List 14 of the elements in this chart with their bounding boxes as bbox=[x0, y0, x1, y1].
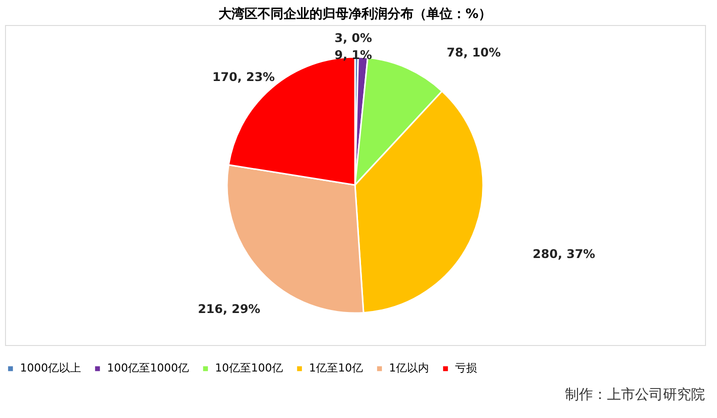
text: 制作：上市公司研究院 bbox=[565, 387, 705, 403]
data-label: 9, 1% bbox=[334, 48, 372, 62]
data-label: 3, 0% bbox=[334, 31, 372, 45]
data-label: 170, 23% bbox=[212, 70, 275, 84]
chart-title: 大湾区不同企业的归母净利润分布（单位：%） bbox=[218, 6, 492, 22]
legend-label: 1亿至10亿 bbox=[309, 362, 363, 375]
data-label: 280, 37% bbox=[532, 247, 596, 262]
legend-label: 100亿至1000亿 bbox=[107, 362, 189, 375]
data-label: 78, 10% bbox=[446, 45, 501, 60]
data-label: 216, 29% bbox=[198, 302, 260, 316]
legend-label: 1000亿以上 bbox=[20, 362, 81, 375]
legend-label: 亏损 bbox=[455, 362, 477, 375]
legend-label: 1亿以内 bbox=[389, 362, 429, 375]
legend-label: 10亿至100亿 bbox=[215, 362, 283, 375]
